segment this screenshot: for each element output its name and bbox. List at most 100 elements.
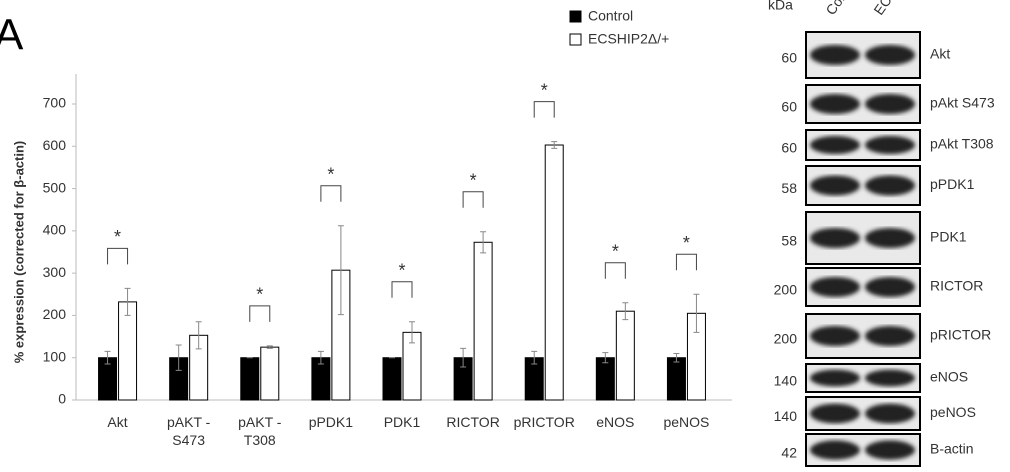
error-bar xyxy=(460,347,467,368)
significance-bracket xyxy=(462,191,484,208)
x-tick-label: peNOS xyxy=(663,414,710,430)
y-tick-label: 700 xyxy=(43,95,67,111)
kda-label: kDa xyxy=(768,0,793,13)
blot-band xyxy=(865,277,915,297)
blot-band xyxy=(865,403,915,424)
kda-value: 58 xyxy=(781,233,797,249)
y-tick-label: 600 xyxy=(43,137,67,153)
error-bar xyxy=(480,231,487,254)
x-tick-label: eNOS xyxy=(596,414,635,430)
bar xyxy=(473,241,493,401)
x-tick-label: pRICTOR xyxy=(513,414,575,430)
y-tick-label: 100 xyxy=(43,348,67,364)
significance-bracket xyxy=(391,281,413,298)
lane-label: ECSHIP2Δ/+ xyxy=(870,0,930,18)
blot-band xyxy=(810,45,860,65)
blot-band xyxy=(865,228,915,248)
blot-band xyxy=(810,94,860,114)
error-bar xyxy=(195,321,202,350)
x-tick-label: pAKT - T308 xyxy=(238,414,282,448)
blot-row-label: pAkt T308 xyxy=(930,136,994,152)
blot-band xyxy=(865,369,915,387)
y-tick-label: 400 xyxy=(43,222,67,238)
kda-value: 140 xyxy=(774,408,798,424)
blot-band xyxy=(865,45,915,65)
bar xyxy=(615,310,635,401)
x-tick-label: Akt xyxy=(107,414,128,430)
x-tick-label: PDK1 xyxy=(383,414,421,430)
blot-row-label: PDK1 xyxy=(930,229,967,245)
kda-value: 58 xyxy=(781,180,797,196)
error-bar xyxy=(673,352,680,363)
x-tick-label: pPDK1 xyxy=(308,414,354,430)
error-bar xyxy=(317,350,324,365)
blot-band xyxy=(810,175,860,196)
blot-band xyxy=(865,175,915,196)
blot-band xyxy=(810,326,860,346)
error-bar xyxy=(409,321,415,344)
y-tick-label: 500 xyxy=(43,179,67,195)
legend-swatch xyxy=(569,10,582,23)
bar xyxy=(595,357,615,401)
significance-bracket xyxy=(675,253,697,271)
error-bar xyxy=(622,302,629,321)
y-tick-label: 200 xyxy=(43,306,67,322)
kda-value: 60 xyxy=(781,50,797,66)
error-bar xyxy=(266,345,273,349)
panel-label: A xyxy=(0,11,24,60)
significance-bracket xyxy=(533,101,555,118)
blot-band xyxy=(810,403,860,424)
error-bar xyxy=(104,350,111,365)
blot-band xyxy=(810,440,860,460)
blot-band xyxy=(865,94,915,114)
x-tick-label: RICTOR xyxy=(446,414,500,430)
significance-bracket xyxy=(320,185,342,202)
significance-marker: * xyxy=(541,80,548,100)
blot-band xyxy=(810,277,860,297)
legend-label: Control xyxy=(588,8,633,24)
kda-value: 42 xyxy=(781,445,797,461)
blot-row-label: pPDK1 xyxy=(930,176,975,192)
legend-label: ECSHIP2Δ/+ xyxy=(588,31,669,47)
y-tick-label: 300 xyxy=(43,264,67,280)
kda-value: 200 xyxy=(774,282,798,298)
error-bar xyxy=(531,350,538,365)
blot-band xyxy=(810,369,860,387)
blot-row-label: B-actin xyxy=(930,441,974,457)
blot-band xyxy=(810,136,860,154)
significance-marker: * xyxy=(327,165,334,185)
significance-bracket xyxy=(249,305,271,322)
error-bar xyxy=(175,344,182,371)
significance-marker: * xyxy=(470,170,477,190)
bar xyxy=(240,357,260,401)
legend-swatch xyxy=(569,33,582,46)
bar xyxy=(118,301,138,401)
blot-band xyxy=(865,326,915,346)
error-bar xyxy=(551,141,558,149)
blot-row-label: RICTOR xyxy=(930,278,983,294)
blot-row-label: Akt xyxy=(930,46,950,62)
error-bar xyxy=(602,352,609,364)
kda-value: 140 xyxy=(774,373,798,389)
kda-value: 60 xyxy=(781,99,797,115)
significance-marker: * xyxy=(256,285,263,305)
blot-row-label: eNOS xyxy=(930,369,968,385)
blot-row-label: pRICTOR xyxy=(930,327,991,343)
significance-marker: * xyxy=(612,241,619,261)
blot-band xyxy=(865,136,915,154)
bar xyxy=(260,346,280,401)
kda-value: 60 xyxy=(781,140,797,156)
y-tick-label: 0 xyxy=(58,391,66,407)
blot-band xyxy=(865,440,915,460)
blot-row-label: peNOS xyxy=(930,404,976,420)
significance-bracket xyxy=(107,247,129,265)
blot-row-label: pAkt S473 xyxy=(930,95,995,111)
significance-marker: * xyxy=(114,227,121,247)
bar xyxy=(382,357,402,401)
error-bar xyxy=(693,293,700,333)
error-bar xyxy=(337,225,344,316)
significance-marker: * xyxy=(398,261,405,281)
bar xyxy=(666,357,686,401)
